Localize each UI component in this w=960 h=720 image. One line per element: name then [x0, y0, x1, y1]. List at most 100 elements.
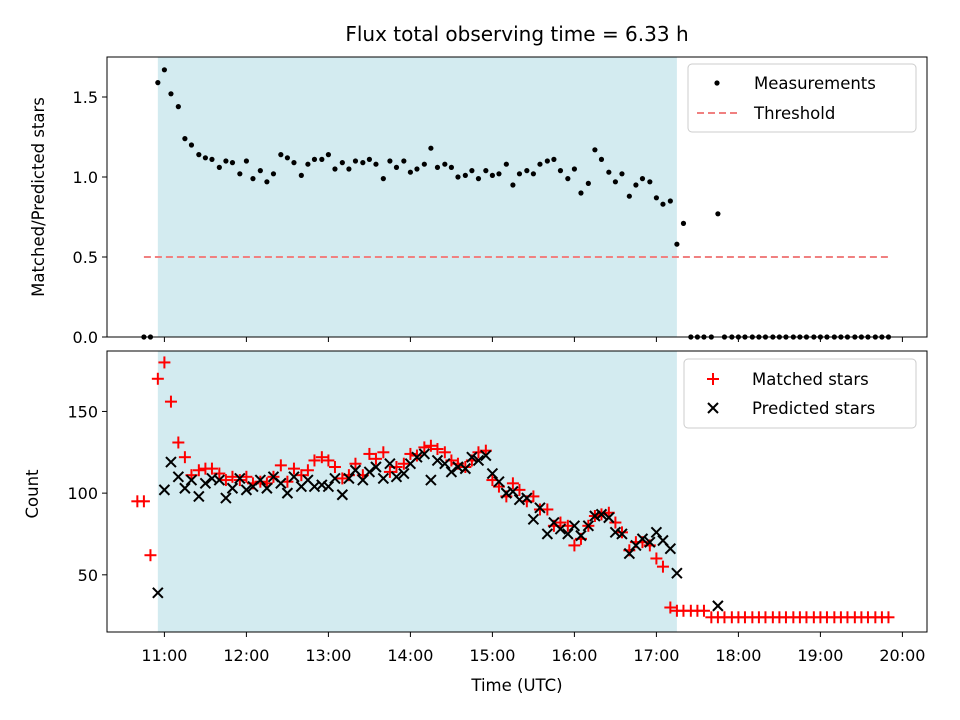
measurement-point	[612, 179, 619, 185]
matched-star-point	[164, 395, 177, 408]
predicted-star-point	[493, 475, 505, 488]
measurement-point	[516, 171, 523, 177]
top-legend-box	[687, 63, 917, 133]
measurement-point	[639, 176, 646, 182]
predicted-star-point	[316, 479, 328, 491]
measurement-point	[319, 156, 325, 162]
measurement-point	[462, 172, 468, 178]
measurement-point	[598, 156, 605, 162]
measurement-point	[188, 142, 195, 148]
matched-star-point	[213, 467, 226, 480]
predicted-star-point	[226, 482, 239, 494]
predicted-star-point	[712, 600, 724, 612]
measurement-point	[175, 104, 181, 110]
measurement-point	[414, 166, 420, 172]
measurement-point	[284, 155, 290, 161]
measurement-point	[366, 156, 372, 162]
legend-threshold-label: Threshold	[753, 104, 835, 123]
predicted-star-point	[390, 471, 403, 483]
legend-matched-label: Matched stars	[752, 370, 869, 389]
measurement-point	[503, 161, 509, 167]
predicted-star-point	[582, 520, 595, 532]
matched-star-point	[615, 526, 628, 539]
measurement-point	[421, 161, 427, 167]
measurement-point	[202, 155, 208, 161]
matched-star-point	[205, 462, 218, 475]
predicted-star-point	[329, 472, 341, 485]
predicted-star-point	[562, 528, 574, 540]
bottom-x-tick-label: 14:00	[387, 646, 433, 665]
bottom-x-tick-label: 16:00	[551, 646, 597, 665]
measurement-point	[667, 198, 673, 204]
predicted-star-point	[589, 510, 601, 522]
matched-star-point	[424, 439, 437, 452]
measurement-point	[352, 158, 359, 164]
top-y-axis-label: Matched/Predicted stars	[29, 97, 48, 297]
legend-predicted-marker	[707, 402, 719, 414]
measurement-point	[373, 161, 379, 167]
measurement-point	[715, 211, 721, 217]
bottom-axes-frame	[106, 350, 928, 633]
measurements-series	[141, 67, 892, 340]
predicted-star-point	[199, 477, 212, 490]
predicted-stars-series	[152, 448, 724, 612]
measurement-point	[510, 182, 516, 188]
matched-star-point	[336, 472, 349, 485]
matched-star-point	[328, 460, 341, 473]
matched-star-point	[178, 451, 191, 464]
bottom-legend: Matched stars Predicted stars	[683, 358, 917, 429]
predicted-star-point	[636, 533, 649, 545]
top-y-tick-label: 0.5	[73, 248, 98, 267]
predicted-star-point	[439, 458, 451, 470]
bottom-y-tick-label: 100	[67, 484, 98, 503]
matched-star-point	[151, 372, 164, 385]
matched-star-point	[609, 516, 622, 529]
predicted-star-point	[185, 474, 198, 486]
measurement-point	[257, 168, 263, 174]
predicted-star-point	[240, 484, 253, 496]
top-x-ticks	[163, 337, 903, 342]
predicted-star-point	[568, 520, 581, 532]
measurement-point	[585, 180, 591, 186]
predicted-star-point	[411, 451, 423, 463]
matched-star-point	[219, 474, 232, 487]
predicted-star-point	[507, 485, 519, 498]
predicted-star-point	[486, 467, 499, 480]
predicted-star-point	[179, 482, 191, 494]
measurement-point	[592, 147, 598, 153]
matched-star-point	[568, 539, 581, 552]
bottom-x-tick-label: 15:00	[469, 646, 515, 665]
measurement-point	[475, 176, 482, 182]
matched-star-point	[459, 460, 472, 473]
predicted-star-point	[370, 461, 382, 473]
top-y-tick-label: 0.0	[73, 328, 98, 347]
predicted-star-point	[384, 458, 396, 470]
matched-star-point	[301, 464, 314, 477]
measurement-point	[557, 168, 564, 174]
matched-star-point	[137, 495, 150, 508]
chart-title: Flux total observing time = 6.33 h	[345, 22, 688, 46]
matched-star-point	[697, 604, 710, 617]
predicted-star-point	[158, 484, 171, 496]
bottom-legend-box	[683, 358, 917, 429]
measurement-point	[155, 80, 161, 86]
measurement-point	[278, 152, 284, 158]
measurement-point	[243, 158, 249, 164]
predicted-star-point	[534, 502, 546, 514]
predicted-star-point	[343, 472, 355, 485]
matched-star-point	[349, 457, 362, 470]
measurement-point	[653, 195, 660, 201]
matched-star-point	[397, 457, 410, 470]
predicted-star-point	[595, 508, 608, 521]
predicted-star-point	[500, 487, 513, 499]
measurement-point	[578, 190, 584, 196]
measurement-point	[565, 176, 571, 182]
matched-star-point	[363, 447, 376, 460]
bottom-x-tick-label: 11:00	[141, 646, 187, 665]
bottom-x-tick-label: 19:00	[797, 646, 843, 665]
matched-star-point	[315, 451, 328, 464]
predicted-star-point	[152, 587, 164, 599]
measurement-point	[332, 166, 338, 172]
predicted-star-point	[650, 526, 663, 539]
legend-measurements-label: Measurements	[754, 74, 876, 93]
